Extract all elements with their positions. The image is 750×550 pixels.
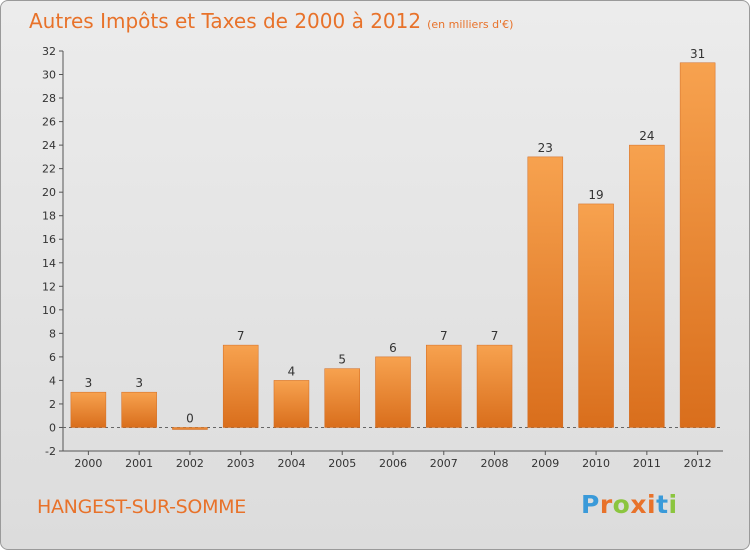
y-tick-label: 8: [49, 327, 56, 340]
data-label-2006: 6: [389, 341, 397, 355]
data-label-2002: 0: [186, 411, 194, 425]
data-label-2011: 24: [639, 129, 654, 143]
x-tick-label: 2001: [125, 457, 153, 470]
x-tick-label: 2012: [684, 457, 712, 470]
chart-unit-note: (en milliers d'€): [427, 18, 514, 31]
commune-name: HANGEST-SUR-SOMME: [37, 496, 246, 518]
logo-letter: P: [581, 490, 600, 519]
data-label-2008: 7: [491, 329, 499, 343]
y-tick-label: 22: [42, 163, 56, 176]
y-tick-label: 0: [49, 421, 56, 434]
data-label-2005: 5: [338, 353, 346, 367]
x-tick-label: 2004: [277, 457, 305, 470]
y-tick-label: 24: [42, 139, 56, 152]
x-tick-label: 2006: [379, 457, 407, 470]
chart-title-block: Autres Impôts et Taxes de 2000 à 2012 (en…: [29, 9, 513, 33]
y-tick-label: -2: [45, 445, 56, 458]
x-tick-label: 2005: [328, 457, 356, 470]
data-label-2000: 3: [85, 376, 93, 390]
data-label-2010: 19: [588, 188, 603, 202]
bar-2001: [121, 391, 157, 428]
data-label-2012: 31: [690, 47, 705, 61]
bar-2004: [273, 380, 310, 428]
bar-2007: [426, 344, 462, 428]
chart-bars: 3 3 0 7 4 5 6 7 7 23 19 24 31: [70, 47, 716, 430]
logo-letter: i: [647, 490, 657, 519]
bar-2008: [476, 344, 513, 428]
bar-2000: [70, 391, 107, 428]
proxiti-logo[interactable]: Proxiti: [581, 490, 678, 519]
logo-letter: i: [668, 490, 678, 519]
logo-letter: t: [656, 490, 669, 519]
x-tick-label: 2000: [74, 457, 102, 470]
y-tick-label: 2: [49, 398, 56, 411]
x-tick-label: 2007: [430, 457, 458, 470]
x-tick-label: 2010: [582, 457, 610, 470]
bar-2011: [629, 144, 665, 428]
bar-2010: [578, 203, 614, 428]
logo-letter: x: [630, 490, 647, 519]
bar-2005: [324, 368, 360, 428]
y-tick-label: 18: [42, 210, 56, 223]
data-label-2003: 7: [237, 329, 245, 343]
x-tick-label: 2011: [633, 457, 661, 470]
bar-2012: [679, 62, 716, 428]
y-tick-label: 30: [42, 69, 56, 82]
bar-2003: [222, 344, 259, 428]
y-tick-label: 6: [49, 351, 56, 364]
data-label-2009: 23: [538, 141, 553, 155]
bar-2006: [375, 356, 411, 428]
bar-2002: [172, 427, 208, 430]
logo-letter: o: [612, 490, 631, 519]
y-tick-label: 4: [49, 374, 56, 387]
x-tick-label: 2003: [227, 457, 255, 470]
x-tick-label: 2002: [176, 457, 204, 470]
y-tick-label: 14: [42, 257, 56, 270]
y-tick-label: 10: [42, 304, 56, 317]
x-tick-label: 2008: [481, 457, 509, 470]
y-tick-label: 12: [42, 280, 56, 293]
logo-letter: r: [599, 490, 613, 519]
x-tick-label: 2009: [531, 457, 559, 470]
chart-title: Autres Impôts et Taxes de 2000 à 2012: [29, 9, 422, 33]
data-label-2004: 4: [288, 364, 296, 378]
y-tick-label: 32: [42, 45, 56, 58]
y-tick-label: 26: [42, 116, 56, 129]
y-tick-label: 28: [42, 92, 56, 105]
bar-2009: [527, 156, 564, 428]
y-tick-label: 16: [42, 233, 56, 246]
data-label-2001: 3: [135, 376, 143, 390]
y-tick-label: 20: [42, 186, 56, 199]
data-label-2007: 7: [440, 329, 448, 343]
